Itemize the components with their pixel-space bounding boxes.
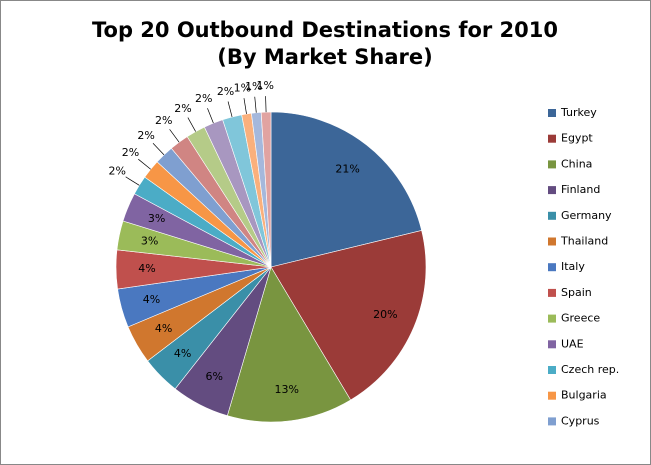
- data-label: 4%: [143, 293, 160, 306]
- legend-swatch: [548, 340, 556, 349]
- legend-swatch: [548, 391, 556, 400]
- legend-label: Thailand: [560, 235, 608, 248]
- legend-swatch: [548, 314, 556, 323]
- legend-swatch: [548, 263, 556, 272]
- leader-line: [169, 129, 180, 143]
- legend-label: Egypt: [561, 132, 593, 145]
- data-label: 3%: [148, 212, 165, 225]
- pie-slice: [270, 111, 422, 268]
- data-label: 4%: [174, 347, 191, 360]
- data-label: 2%: [137, 129, 154, 142]
- data-label: 1%: [234, 81, 251, 94]
- leader-line: [125, 176, 140, 186]
- data-label: 4%: [155, 322, 172, 335]
- leader-line: [265, 96, 267, 113]
- leader-line: [187, 117, 196, 132]
- legend-label: Greece: [561, 312, 600, 325]
- legend-label: Turkey: [560, 106, 597, 119]
- leader-line: [207, 108, 214, 124]
- leader-line: [254, 96, 257, 113]
- legend-swatch: [548, 366, 556, 374]
- data-label: 2%: [217, 85, 234, 98]
- legend-swatch: [548, 134, 556, 143]
- legend-label: Spain: [561, 286, 592, 299]
- data-label: 2%: [108, 165, 125, 178]
- data-label: 3%: [141, 235, 158, 248]
- data-label: 2%: [195, 92, 212, 105]
- leader-line: [138, 158, 151, 170]
- pie-slice: [270, 230, 427, 401]
- data-label: 20%: [373, 308, 397, 321]
- data-label: 1%: [245, 80, 262, 93]
- data-label: 2%: [155, 114, 172, 127]
- data-label: 2%: [122, 146, 139, 159]
- legend-swatch: [548, 160, 556, 169]
- leader-line: [243, 98, 247, 115]
- legend-swatch: [548, 109, 556, 117]
- legend-label: Finland: [561, 183, 600, 196]
- leader-line: [227, 101, 233, 118]
- legend-swatch: [548, 417, 556, 426]
- legend-swatch: [548, 211, 556, 220]
- chart-title: Top 20 Outbound Destinations for 2010: [92, 18, 558, 42]
- pie-slice: [226, 266, 352, 423]
- legend-label: China: [561, 157, 592, 170]
- legend-label: Italy: [561, 260, 585, 273]
- legend-label: UAE: [561, 337, 584, 350]
- legend-swatch: [548, 237, 556, 246]
- data-label: 2%: [174, 102, 191, 115]
- legend-label: Cyprus: [561, 414, 600, 427]
- data-label: 6%: [205, 370, 222, 383]
- legend-swatch: [548, 186, 556, 195]
- legend-label: Czech rep.: [561, 363, 619, 376]
- legend-label: Germany: [561, 209, 612, 222]
- data-label: 21%: [335, 163, 359, 176]
- data-label: 1%: [257, 79, 274, 92]
- chart-subtitle: (By Market Share): [217, 45, 432, 69]
- data-label: 4%: [138, 262, 155, 275]
- legend-label: Bulgaria: [561, 389, 607, 402]
- leader-line: [152, 142, 165, 156]
- legend-swatch: [548, 288, 556, 297]
- data-label: 13%: [274, 383, 298, 396]
